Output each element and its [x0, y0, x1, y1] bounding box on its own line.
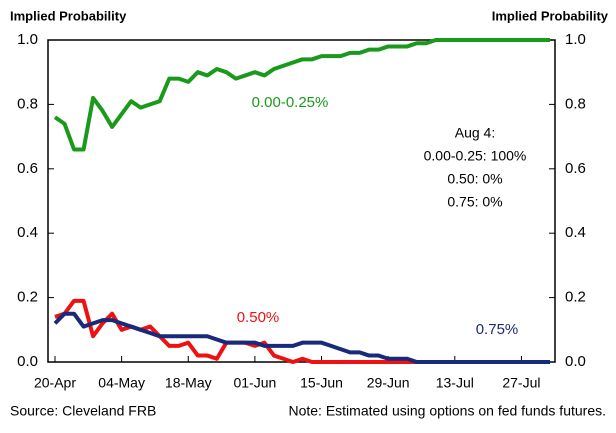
y-tick-label: 0.8: [17, 95, 38, 112]
plot-frame: [47, 39, 556, 363]
x-tick-label: 20-Apr: [34, 375, 76, 391]
y2-tick-label: 0.6: [565, 160, 586, 177]
series-label: 0.00-0.25%: [252, 94, 329, 111]
annotation: 0.50: 0%: [447, 171, 502, 187]
y2-tick-label: 1.0: [565, 31, 586, 48]
x-tick-label: 13-Jul: [436, 375, 474, 391]
series-line: [53, 311, 550, 364]
series-label: 0.75%: [476, 321, 519, 338]
x-tick-label: 27-Jul: [502, 375, 540, 391]
annotation: Aug 4:: [455, 125, 495, 141]
source: Source: Cleveland FRB: [10, 403, 156, 419]
series-line: [53, 38, 550, 152]
x-tick-label: 18-May: [165, 375, 212, 391]
annotation: 0.00-0.25: 100%: [424, 148, 527, 164]
annotation: 0.75: 0%: [447, 194, 502, 210]
x-tick-label: 15-Jun: [300, 375, 343, 391]
y-tick-label: 0.6: [17, 160, 38, 177]
y-tick-label: 1.0: [17, 31, 38, 48]
y2-tick-label: 0.8: [565, 95, 586, 112]
x-tick-label: 01-Jun: [233, 375, 276, 391]
y-axis-label: Implied Probability: [10, 8, 127, 23]
x-tick-label: 04-May: [98, 375, 145, 391]
y2-tick-label: 0.2: [565, 289, 586, 306]
y2-axis-label: Implied Probability: [492, 8, 609, 23]
y-tick-label: 0.4: [17, 224, 38, 241]
y2-tick-label: 0.4: [565, 224, 586, 241]
y2-tick-label: 0.0: [565, 353, 586, 370]
y-tick-label: 0.0: [17, 353, 38, 370]
series-label: 0.50%: [237, 309, 280, 326]
note: Note: Estimated using options on fed fun…: [288, 403, 606, 419]
y-tick-label: 0.2: [17, 289, 38, 306]
x-tick-label: 29-Jun: [367, 375, 410, 391]
